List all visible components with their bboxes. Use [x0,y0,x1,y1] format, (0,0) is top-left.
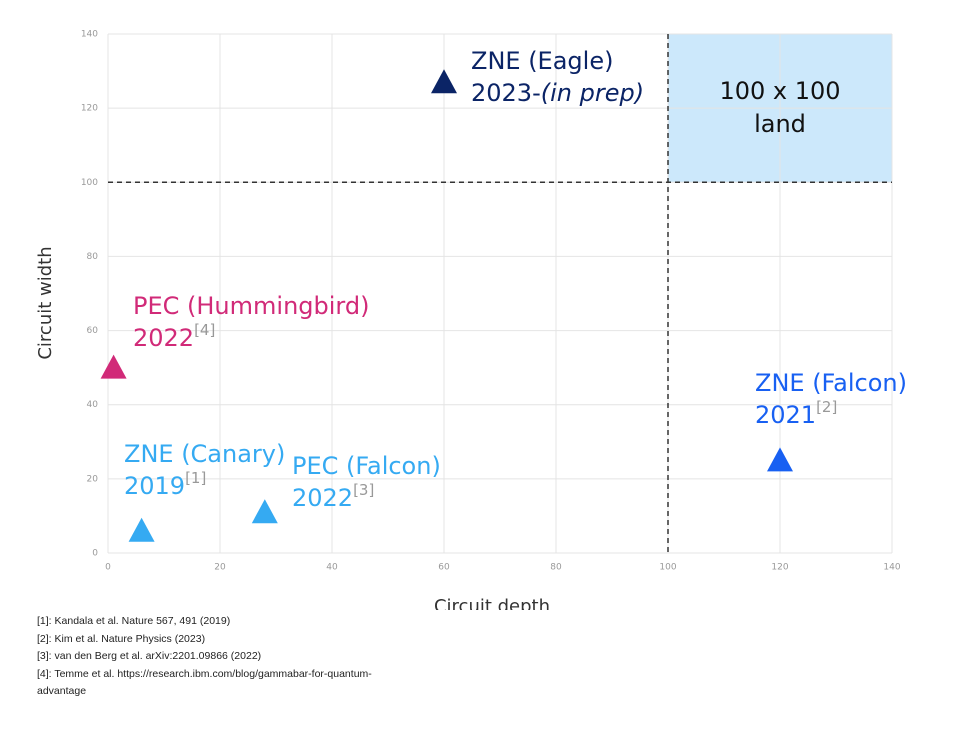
x-tick-label: 100 [659,563,676,573]
footnotes: [1]: Kandala et al. Nature 567, 491 (201… [37,613,409,701]
footnote: [4]: Temme et al. https://research.ibm.c… [37,667,372,698]
reference: [3] [353,481,374,499]
region-label: 100 x 100 [719,77,840,105]
triangle-marker [128,517,155,542]
x-tick-label: 0 [105,563,111,573]
year: 2022 [292,484,353,512]
y-tick-label: 120 [81,104,98,114]
region-label: land [754,110,806,138]
x-tick-label: 140 [883,563,900,573]
x-tick-label: 60 [438,563,450,573]
x-tick-label: 40 [326,563,338,573]
triangle-marker [431,69,457,94]
y-tick-label: 20 [87,474,99,484]
chart: Circuit depth Circuit width 0 20 40 60 80 100… [35,30,907,611]
point-label: PEC (Hummingbird) [133,292,369,320]
point-label: ZNE (Canary) [124,440,285,468]
y-tick-label: 140 [81,30,98,40]
note: (in prep) [541,79,644,107]
point-label: ZNE (Falcon) [755,369,907,397]
x-tick-label: 120 [771,563,788,573]
footnote: [1]: Kandala et al. Nature 567, 491 (201… [37,615,231,627]
year: 2023- [471,79,541,107]
y-axis-label: Circuit width [35,246,56,359]
triangle-marker [767,447,793,472]
reference: [4] [194,321,215,339]
y-tick-label: 0 [92,549,98,559]
footnote: [3]: van den Berg et al. arXiv:2201.0986… [37,650,262,662]
point-label: PEC (Falcon) [292,452,441,480]
year: 2019 [124,472,185,500]
reference: [1] [185,469,206,487]
year: 2022 [133,324,194,352]
y-tick-label: 80 [87,252,99,262]
point-year: 2021[2] [755,398,837,430]
point-year: 2023-(in prep) [471,79,644,107]
year: 2021 [755,401,816,429]
point-label: ZNE (Eagle) [471,47,613,75]
triangle-marker [251,499,278,524]
footnote: [2]: Kim et al. Nature Physics (2023) [37,632,206,645]
x-axis-label: Circuit depth [434,596,550,610]
y-tick-label: 100 [81,178,98,188]
x-tick-label: 20 [214,563,226,573]
x-tick-label: 80 [550,563,562,573]
triangle-marker [100,354,127,379]
y-tick-label: 40 [87,400,99,410]
reference: [2] [816,398,837,416]
point-year: 2022[3] [292,481,374,513]
point-year: 2022[4] [133,321,215,353]
point-year: 2019[1] [124,469,206,501]
y-tick-label: 60 [87,326,99,336]
